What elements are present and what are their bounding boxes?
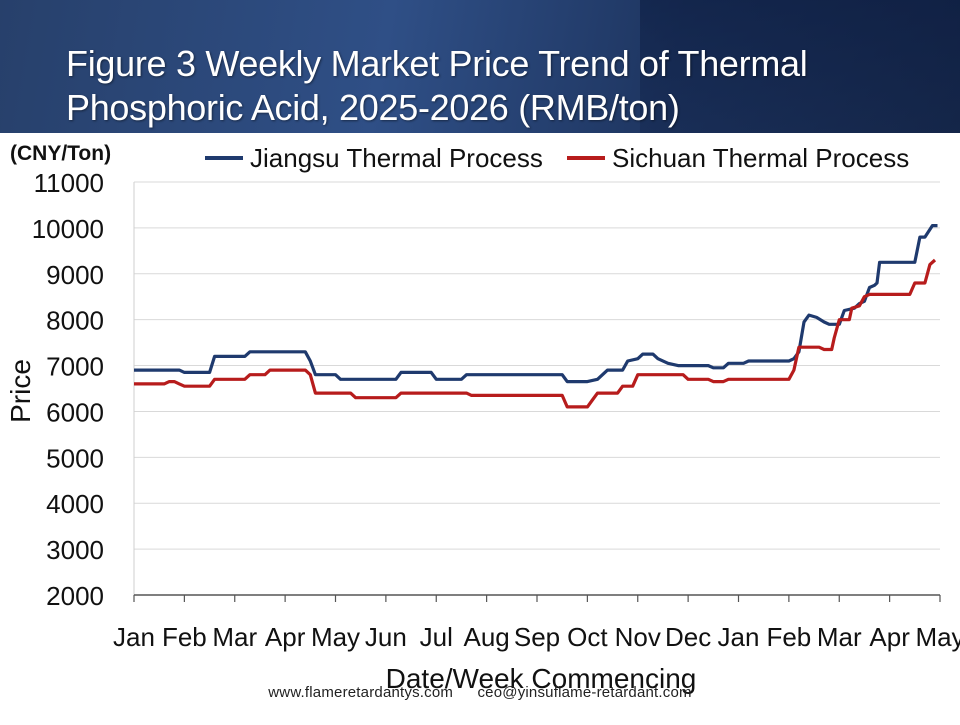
footer-email[interactable]: ceo@yinsuflame-retardant.com: [477, 684, 692, 701]
x-tick-label: May: [915, 622, 960, 652]
x-axis-label: Date/Week Commencing: [386, 663, 697, 694]
x-tick-label: Jan: [113, 622, 155, 652]
y-tick-label: 8000: [46, 306, 104, 336]
legend-label-sichuan: Sichuan Thermal Process: [612, 143, 909, 173]
x-tick-label: Jan: [718, 622, 760, 652]
y-tick-label: 6000: [46, 397, 104, 427]
title-banner-accent: [640, 0, 960, 133]
grid-lines: [134, 181, 940, 550]
x-tick-label: Aug: [463, 622, 509, 652]
chart-area: 2000 3000 4000 5000 6000 7000 8000 9000 10000 110…: [0, 133, 960, 720]
x-tick-label: Sep: [514, 622, 560, 652]
y-tick-label: 10000: [32, 214, 104, 244]
y-tick-label: 5000: [46, 443, 104, 473]
y-tick-labels: 2000 3000 4000 5000 6000 7000 8000 9000 10000 110…: [32, 168, 104, 611]
x-tick-label: Apr: [265, 622, 306, 652]
series-line-jiangsu: [134, 223, 938, 384]
y-tick-label: 9000: [46, 260, 104, 290]
x-tick-label: Apr: [869, 622, 910, 652]
y-tick-label: 3000: [46, 535, 104, 565]
x-tick-label: Feb: [766, 622, 811, 652]
series-line-sichuan: [134, 258, 937, 409]
x-tick-label: Oct: [567, 622, 608, 652]
y-tick-label: 4000: [46, 489, 104, 519]
y-tick-label: 11000: [34, 168, 104, 198]
series-lines: [134, 223, 938, 409]
x-tick-label: Mar: [817, 622, 862, 652]
axes: [133, 182, 941, 602]
footer: www.flameretardantys.com ceo@yinsuflame-…: [0, 684, 960, 701]
x-tick-label: Feb: [162, 622, 207, 652]
x-tick-label: Mar: [212, 622, 257, 652]
legend: Jiangsu Thermal Process Sichuan Thermal …: [205, 143, 909, 173]
unit-label: (CNY/Ton): [10, 142, 111, 165]
footer-website[interactable]: www.flameretardantys.com: [268, 684, 454, 701]
x-tick-label: Jul: [420, 622, 453, 652]
legend-label-jiangsu: Jiangsu Thermal Process: [250, 143, 543, 173]
x-tick-label: May: [311, 622, 360, 652]
y-tick-label: 2000: [46, 581, 104, 611]
x-tick-label: Nov: [615, 622, 661, 652]
x-tick-label: Dec: [665, 622, 711, 652]
page-title: Figure 3 Weekly Market Price Trend of Th…: [66, 43, 808, 128]
line-chart: 2000 3000 4000 5000 6000 7000 8000 9000 10000 110…: [5, 142, 960, 694]
x-tick-labels: Jan Feb Mar Apr May Jun Jul Aug Sep Oct Nov Dec Jan F…: [113, 622, 960, 652]
y-axis-label: Price: [5, 359, 36, 423]
y-tick-label: 7000: [46, 352, 104, 382]
x-tick-label: Jun: [365, 622, 407, 652]
